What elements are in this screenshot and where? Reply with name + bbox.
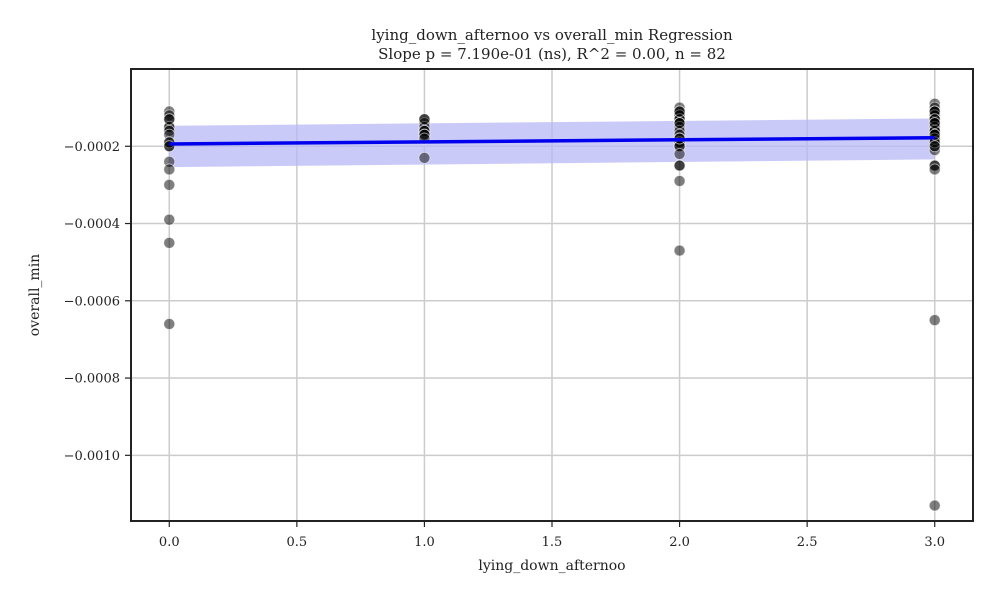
chart-subtitle: Slope p = 7.190e-01 (ns), R^2 = 0.00, n … — [378, 45, 726, 63]
data-point — [673, 117, 686, 129]
data-point — [418, 113, 431, 126]
x-axis-label: lying_down_afternoo — [478, 558, 625, 574]
chart-title: lying_down_afternoo vs overall_min Regre… — [371, 26, 733, 44]
data-point — [673, 159, 686, 172]
data-point — [673, 148, 686, 160]
y-tick-label: −0.0004 — [64, 217, 120, 232]
x-tick-label: 2.5 — [797, 535, 818, 550]
data-point — [163, 318, 176, 330]
data-point — [163, 113, 176, 126]
data-point — [673, 244, 686, 257]
data-point — [163, 178, 176, 191]
x-tick-label: 1.5 — [542, 535, 563, 550]
data-point — [163, 236, 176, 249]
data-point — [163, 213, 176, 226]
y-tick-label: −0.0010 — [64, 449, 120, 464]
data-point — [673, 105, 686, 118]
data-point — [163, 163, 176, 176]
y-tick-label: −0.0008 — [64, 372, 120, 387]
x-tick-label: 3.0 — [924, 535, 945, 550]
data-point — [928, 499, 941, 512]
data-point — [673, 175, 686, 187]
regression-fit-line — [169, 136, 935, 146]
y-tick-label: −0.0006 — [64, 294, 120, 309]
data-point — [928, 117, 941, 129]
x-axis-ticks: 0.0 0.5 1.0 1.5 2.0 2.5 3.0 — [159, 521, 945, 550]
x-tick-label: 2.0 — [669, 535, 690, 550]
x-tick-label: 0.5 — [287, 535, 308, 550]
data-points — [163, 97, 941, 512]
data-point — [418, 151, 431, 164]
x-tick-label: 1.0 — [414, 535, 435, 550]
confidence-band-area — [169, 118, 935, 168]
x-tick-label: 0.0 — [159, 535, 180, 550]
data-point — [928, 140, 941, 153]
y-axis-label: overall_min — [27, 254, 43, 336]
data-point — [928, 163, 941, 176]
data-point — [928, 314, 941, 327]
y-axis-ticks: −0.0002 −0.0004 −0.0006 −0.0008 −0.0010 — [64, 140, 131, 464]
confidence-band — [169, 118, 935, 168]
y-tick-label: −0.0002 — [64, 140, 120, 155]
regression-line — [169, 136, 935, 146]
